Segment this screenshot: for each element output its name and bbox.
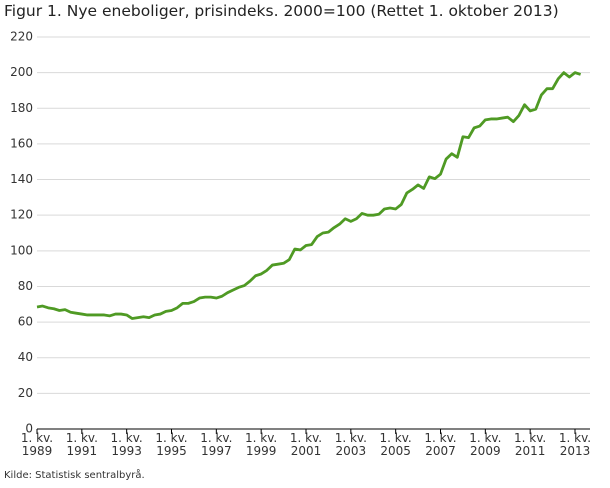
- y-tick-label: 80: [18, 279, 33, 293]
- y-tick-label: 0: [25, 422, 33, 436]
- y-tick-label: 220: [10, 30, 33, 44]
- x-tick-label: 1. kv. 2005: [379, 431, 412, 458]
- x-tick-label: 1. kv. 2009: [469, 431, 502, 458]
- y-tick-label: 120: [10, 208, 33, 222]
- y-tick-label: 40: [18, 350, 33, 364]
- y-tick-label: 160: [10, 136, 33, 150]
- y-tick-label: 200: [10, 65, 33, 79]
- x-tick-label: 1. kv. 2003: [334, 431, 367, 458]
- chart-title: Figur 1. Nye eneboliger, prisindeks. 200…: [4, 2, 559, 20]
- line: [36, 71, 582, 320]
- x-tick-label: 1. kv. 1991: [65, 431, 98, 458]
- source: Kilde: Statistisk sentralbyrå.: [4, 470, 145, 481]
- y-tick-label: 140: [10, 172, 33, 186]
- y-tick-label: 180: [10, 101, 33, 115]
- x-tick-label: 1. kv. 2013: [558, 431, 592, 458]
- x-tick-label: 1. kv. 1999: [245, 431, 278, 458]
- x-tick-label: 1. kv. 1989: [20, 431, 54, 458]
- y-tick-label: 100: [10, 243, 33, 257]
- x-tick-label: 1. kv. 2007: [424, 431, 457, 458]
- x-tick-label: 1. kv. 1995: [155, 431, 188, 458]
- x-tick-label: 1. kv. 1997: [200, 431, 233, 458]
- x-tick-label: 1. kv. 2011: [514, 431, 547, 458]
- x-tick-label: 1. kv. 1993: [110, 431, 143, 458]
- x-tick-label: 1. kv. 2001: [289, 431, 323, 458]
- y-tick-label: 60: [18, 315, 33, 329]
- y-tick-label: 20: [18, 386, 33, 400]
